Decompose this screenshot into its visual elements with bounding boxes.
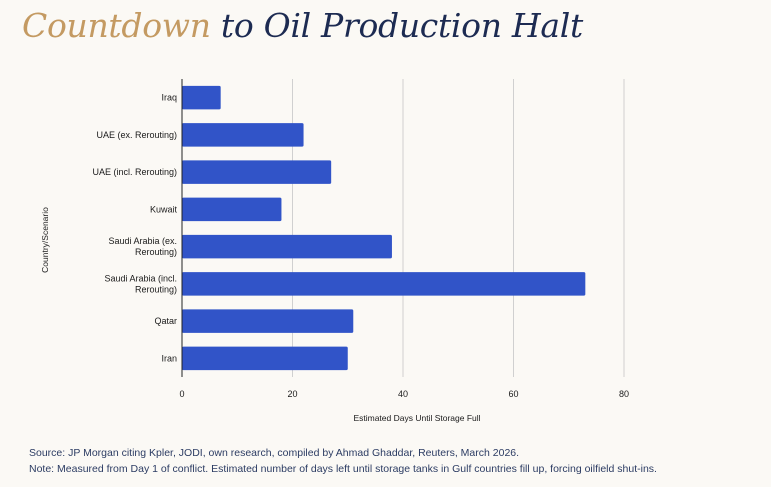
category-labels: Iraq UAE (ex. Rerouting) UAE (incl. Rerout… [92,93,177,364]
bars [182,85,586,371]
bar-6 [182,309,354,333]
category-label-line: Saudi Arabia (ex. [108,236,177,246]
category-label-line: Kuwait [150,204,178,214]
source-note: Source: JP Morgan citing Kpler, JODI, ow… [29,447,520,459]
bar-1 [182,123,304,147]
category-label: Saudi Arabia (incl. Rerouting) [104,273,177,294]
title-main-text: to Oil Production Halt [220,6,583,45]
x-tick-label: 80 [619,389,629,399]
bar-4 [182,234,392,259]
x-tick-labels: 0 20 40 60 80 [179,389,629,399]
footer: Source: JP Morgan citing Kpler, JODI, ow… [29,445,657,477]
category-label-line: Saudi Arabia (incl. [104,273,177,283]
bar-3 [182,197,282,222]
bar-2 [182,160,332,184]
methodology-note: Note: Measured from Day 1 of conflict. E… [29,463,657,475]
category-label: Qatar [154,316,177,326]
title-accent-text: Countdown [22,6,211,45]
x-tick-label: 60 [508,389,518,399]
chart-title: Countdown to Oil Production Halt [22,4,583,48]
category-label-line: Qatar [154,316,177,326]
bar-7 [182,346,348,371]
x-axis-title: Estimated Days Until Storage Full [353,413,480,423]
x-tick-label: 40 [398,389,408,399]
category-label-line: UAE (ex. Rerouting) [96,130,177,140]
category-label: Iran [161,353,177,363]
x-tick-label: 20 [287,389,297,399]
bar-0 [182,85,221,110]
category-label-line: UAE (incl. Rerouting) [92,167,177,177]
category-label: Kuwait [150,204,178,214]
category-label: UAE (ex. Rerouting) [96,130,177,140]
category-label-line: Rerouting) [135,247,177,257]
y-axis-title: Country/Scenario [40,207,50,273]
category-label: Saudi Arabia (ex. Rerouting) [108,236,177,257]
bar-5 [182,272,586,296]
category-label-line: Iran [161,353,177,363]
x-tick-label: 0 [179,389,184,399]
category-label-line: Iraq [161,93,177,103]
category-label: UAE (incl. Rerouting) [92,167,177,177]
category-label: Iraq [161,93,177,103]
category-label-line: Rerouting) [135,284,177,294]
